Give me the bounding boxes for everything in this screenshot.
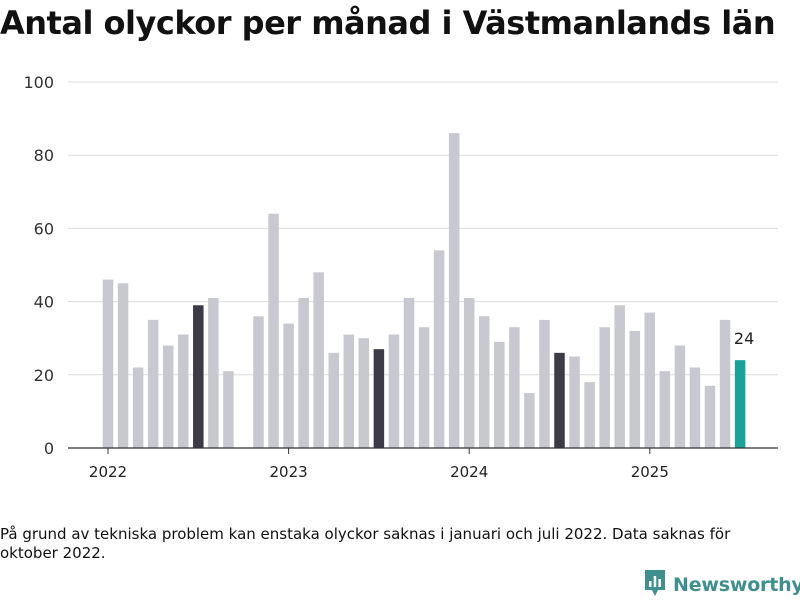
newsworthy-logo-icon [643, 568, 667, 602]
bar-2022-04 [147, 319, 159, 448]
bar-2023-10 [418, 327, 430, 448]
bar-2023-11 [433, 250, 445, 448]
bar-2023-08 [388, 334, 400, 448]
bar-2024-09 [584, 382, 595, 448]
y-tick-label: 60 [34, 219, 54, 238]
bar-2022-09 [223, 371, 234, 448]
bar-2022-07 [193, 305, 204, 448]
y-tick-label: 20 [34, 366, 54, 385]
bar-2025-04 [689, 367, 701, 448]
x-tick-label: 2022 [89, 463, 127, 481]
footnote: På grund av tekniska problem kan enstaka… [0, 525, 731, 562]
bar-2025-05 [704, 385, 716, 448]
bar-2023-04 [328, 352, 339, 448]
bar-chart: 0 20 40 60 80 100 24 2022 2023 2024 2025 [23, 73, 778, 481]
bar-2025-01 [644, 312, 656, 448]
bar-2022-01 [102, 279, 114, 448]
y-axis-tick-labels: 0 20 40 60 80 100 [23, 73, 54, 458]
bar-2024-04 [509, 327, 520, 448]
x-axis-tick-labels: 2022 2023 2024 2025 [89, 448, 669, 481]
bar-2024-01 [463, 297, 475, 448]
bar-2023-01 [283, 323, 294, 448]
bar-2023-07 [373, 349, 385, 448]
bar-2024-11 [614, 305, 625, 448]
bar-2022-06 [178, 334, 189, 448]
bar-2025-03 [674, 345, 686, 448]
bar-2022-03 [132, 367, 144, 448]
bar-2025-06 [719, 319, 731, 448]
bar-2023-09 [403, 297, 415, 448]
bar-2022-02 [117, 283, 129, 448]
chart-title: Antal olyckor per månad i Västmanlands l… [0, 4, 776, 42]
bar-2024-10 [599, 327, 610, 448]
bars [102, 133, 746, 449]
bar-2022-08 [208, 297, 219, 448]
bar-2025-07 [734, 360, 746, 448]
x-tick-label: 2023 [270, 463, 308, 481]
bar-2023-02 [298, 297, 309, 448]
x-tick-label: 2024 [450, 463, 488, 481]
bar-2024-02 [479, 316, 490, 448]
bar-2024-07 [554, 352, 565, 448]
bar-2025-02 [659, 371, 671, 448]
bar-2023-05 [343, 334, 355, 448]
data-labels: 24 [732, 328, 755, 350]
bar-2024-06 [539, 319, 550, 448]
x-tick-label: 2025 [631, 463, 669, 481]
bar-2024-03 [494, 341, 505, 448]
bar-2023-12 [448, 133, 460, 449]
bar-2022-11 [253, 316, 264, 448]
bar-2023-03 [313, 272, 324, 448]
y-tick-label: 80 [34, 146, 54, 165]
bar-2024-08 [569, 356, 580, 448]
bar-2022-05 [162, 345, 174, 448]
y-tick-label: 100 [23, 73, 54, 92]
y-tick-label: 0 [44, 439, 54, 458]
bar-2022-12 [268, 213, 279, 448]
data-label: 24 [734, 329, 754, 348]
y-tick-label: 40 [34, 293, 54, 312]
bar-2024-05 [524, 393, 535, 448]
brand-logo[interactable]: Newsworthy [643, 569, 800, 601]
bar-2024-12 [629, 330, 640, 448]
bar-2023-06 [358, 338, 370, 448]
brand-name: Newsworthy [673, 574, 800, 596]
